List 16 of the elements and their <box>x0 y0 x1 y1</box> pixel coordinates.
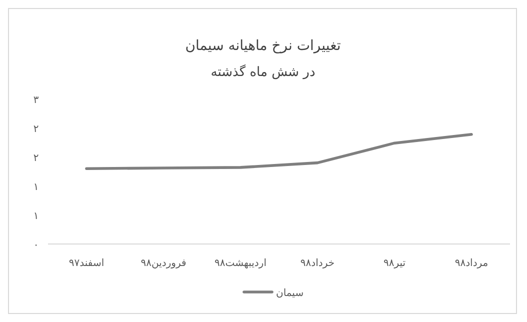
y-tick-label: ۲ <box>33 153 39 164</box>
y-tick-label: ۰ <box>33 240 39 251</box>
x-tick-label: تیر۹۸ <box>383 258 406 269</box>
y-tick-label: ۲ <box>33 124 39 135</box>
x-tick-label: خرداد۹۸ <box>300 258 335 269</box>
x-tick-label: اردیبهشت۹۸ <box>214 258 266 269</box>
chart-subtitle: در شش ماه گذشته <box>210 64 316 80</box>
y-tick-label: ۱ <box>33 211 39 222</box>
legend-label: سیمان <box>276 288 304 299</box>
x-tick-label: مرداد۹۸ <box>454 258 488 269</box>
y-tick-label: ۳ <box>33 95 40 106</box>
y-tick-label: ۱ <box>33 182 39 193</box>
chart-title: تغییرات نرخ ماهیانه سیمان <box>185 38 341 54</box>
x-tick-label: اسفند۹۷ <box>68 258 104 269</box>
line-series <box>85 132 473 170</box>
x-tick-label: فروردین۹۸ <box>140 258 186 269</box>
